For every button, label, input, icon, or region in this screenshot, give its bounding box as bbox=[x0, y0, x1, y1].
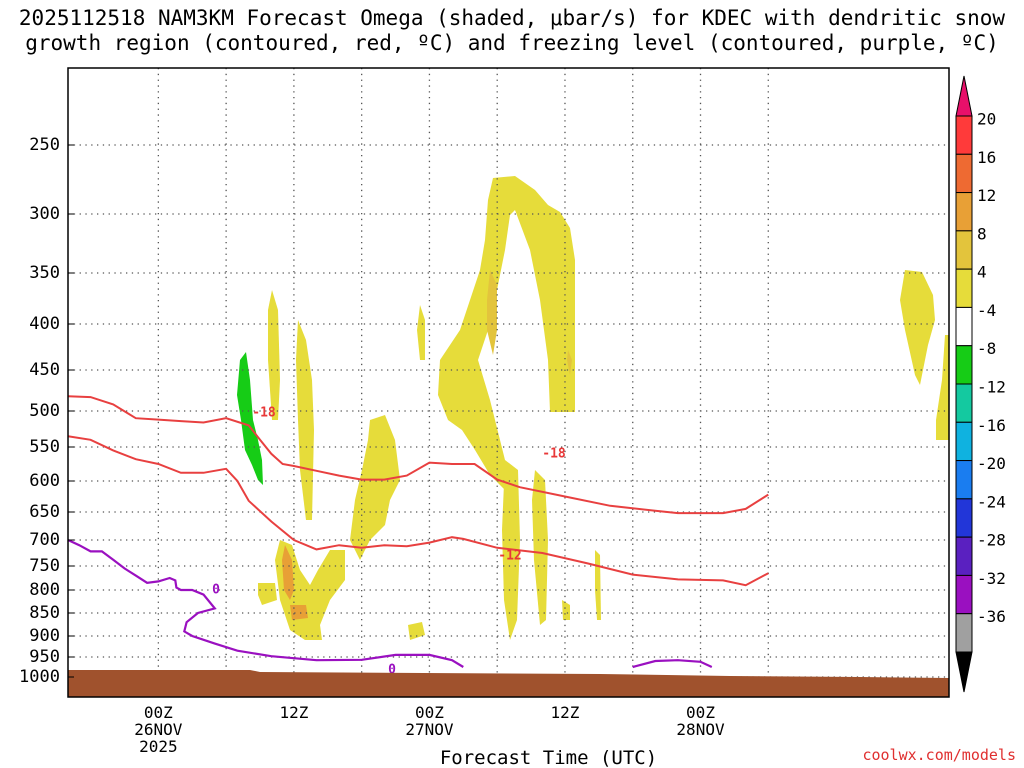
y-tick-label: 250 bbox=[29, 135, 60, 155]
colorbar-label: -32 bbox=[977, 569, 1006, 588]
omega-region-16 bbox=[567, 350, 572, 375]
y-tick-label: 450 bbox=[29, 360, 60, 380]
omega-region-3 bbox=[417, 305, 425, 360]
colorbar-bottom-arrow bbox=[955, 651, 973, 693]
colorbar-segment bbox=[955, 345, 973, 385]
colorbar-label: -20 bbox=[977, 454, 1006, 473]
contour-label: -18 bbox=[542, 447, 566, 462]
omega-region-12 bbox=[532, 470, 548, 625]
colorbar-label: 12 bbox=[977, 186, 996, 205]
plot-frame bbox=[67, 67, 950, 698]
colorbar-segment bbox=[955, 192, 973, 232]
chart-title-line2: growth region (contoured, red, ºC) and f… bbox=[25, 31, 999, 55]
y-tick-label: 850 bbox=[29, 603, 60, 623]
omega-region-8 bbox=[282, 545, 294, 600]
chart-title: 2025112518 NAM3KM Forecast Omega (shaded… bbox=[0, 6, 1024, 56]
colorbar-label: 20 bbox=[977, 110, 996, 129]
colorbar-label: 8 bbox=[977, 224, 987, 243]
omega-region-15 bbox=[562, 600, 570, 620]
y-tick-label: 600 bbox=[29, 471, 60, 491]
colorbar-label: 4 bbox=[977, 263, 987, 282]
chart-title-line1: 2025112518 NAM3KM Forecast Omega (shaded… bbox=[18, 6, 1006, 30]
omega-region-2 bbox=[487, 270, 497, 355]
omega-region-18 bbox=[936, 335, 949, 440]
y-tick-label: 900 bbox=[29, 626, 60, 646]
x-tick-label: 28NOV bbox=[676, 720, 725, 739]
omega-region-17 bbox=[900, 270, 935, 385]
colorbar-segment bbox=[955, 498, 973, 538]
colorbar-label: -24 bbox=[977, 492, 1006, 511]
y-tick-label: 350 bbox=[29, 263, 60, 283]
site-credit: coolwx.com/models bbox=[862, 746, 1016, 764]
colorbar-top-arrow bbox=[955, 75, 973, 117]
omega-region-10 bbox=[290, 605, 308, 620]
y-tick-label: 550 bbox=[29, 437, 60, 457]
colorbar-segment bbox=[955, 536, 973, 576]
x-axis-label: Forecast Time (UTC) bbox=[440, 747, 657, 768]
colorbar-label: -12 bbox=[977, 378, 1006, 397]
x-tick-label: 00Z bbox=[415, 703, 444, 722]
colorbar-segment bbox=[955, 268, 973, 308]
y-tick-label: 650 bbox=[29, 502, 60, 522]
omega-shading bbox=[237, 176, 949, 640]
contour-label: 0 bbox=[212, 583, 220, 598]
omega-region-5 bbox=[296, 320, 314, 520]
colorbar-segment bbox=[955, 153, 973, 194]
contour-label: -12 bbox=[498, 549, 521, 564]
y-tick-label: 750 bbox=[29, 556, 60, 576]
omega-region-19 bbox=[237, 352, 263, 485]
freezing-contour bbox=[67, 539, 464, 668]
y-tick-label: 1000 bbox=[19, 667, 60, 687]
x-tick-label: 00Z bbox=[686, 703, 715, 722]
colorbar: 20 16 12 8 4 -4 -8 -12 -16 -20 -24 -28 -32 -36 bbox=[955, 75, 1006, 693]
x-tick-label: 27NOV bbox=[405, 720, 454, 739]
axes: 250 300 350 400 450 500 550 600 650 700 750 800 850 9… bbox=[19, 67, 950, 768]
contours: -18 -18 -12 0 0 bbox=[67, 395, 769, 678]
colorbar-segment bbox=[955, 115, 973, 155]
contour-label: -18 bbox=[252, 406, 276, 421]
omega-region-13 bbox=[595, 550, 601, 620]
colorbar-label: 16 bbox=[977, 148, 996, 167]
dgz-bottom-contour bbox=[67, 435, 769, 587]
omega-region-1 bbox=[438, 176, 575, 490]
colorbar-label: -36 bbox=[977, 607, 1006, 626]
colorbar-segment bbox=[955, 613, 973, 653]
y-tick-label: 800 bbox=[29, 580, 60, 600]
omega-region-9 bbox=[258, 583, 277, 605]
colorbar-segment bbox=[955, 460, 973, 500]
colorbar-label: -8 bbox=[977, 339, 996, 358]
y-tick-label: 300 bbox=[29, 204, 60, 224]
y-tick-label: 700 bbox=[29, 530, 60, 550]
x-tick-label: 12Z bbox=[279, 703, 308, 722]
ground-fill bbox=[68, 670, 949, 697]
freezing-contour-2 bbox=[632, 659, 713, 669]
colorbar-segment bbox=[955, 421, 973, 462]
contour-label: 0 bbox=[388, 663, 396, 678]
ground-terrain bbox=[68, 670, 949, 697]
dgz-top-contour bbox=[67, 395, 769, 515]
grid-lines bbox=[68, 68, 949, 697]
omega-region-14 bbox=[408, 622, 425, 640]
colorbar-segment bbox=[955, 306, 973, 347]
x-tick-label: 00Z bbox=[144, 703, 173, 722]
colorbar-segment bbox=[955, 383, 973, 423]
y-tick-label: 500 bbox=[29, 401, 60, 421]
colorbar-label: -28 bbox=[977, 531, 1006, 550]
y-tick-label: 400 bbox=[29, 314, 60, 334]
omega-region-6 bbox=[350, 415, 400, 560]
colorbar-segment bbox=[955, 574, 973, 615]
x-tick-label: 2025 bbox=[139, 737, 178, 756]
colorbar-label: -4 bbox=[977, 301, 996, 320]
x-tick-label: 12Z bbox=[551, 703, 580, 722]
colorbar-label: -16 bbox=[977, 416, 1006, 435]
y-tick-label: 950 bbox=[29, 647, 60, 667]
omega-region-4 bbox=[268, 290, 280, 420]
colorbar-segment bbox=[955, 230, 973, 270]
x-tick-label: 26NOV bbox=[134, 720, 183, 739]
